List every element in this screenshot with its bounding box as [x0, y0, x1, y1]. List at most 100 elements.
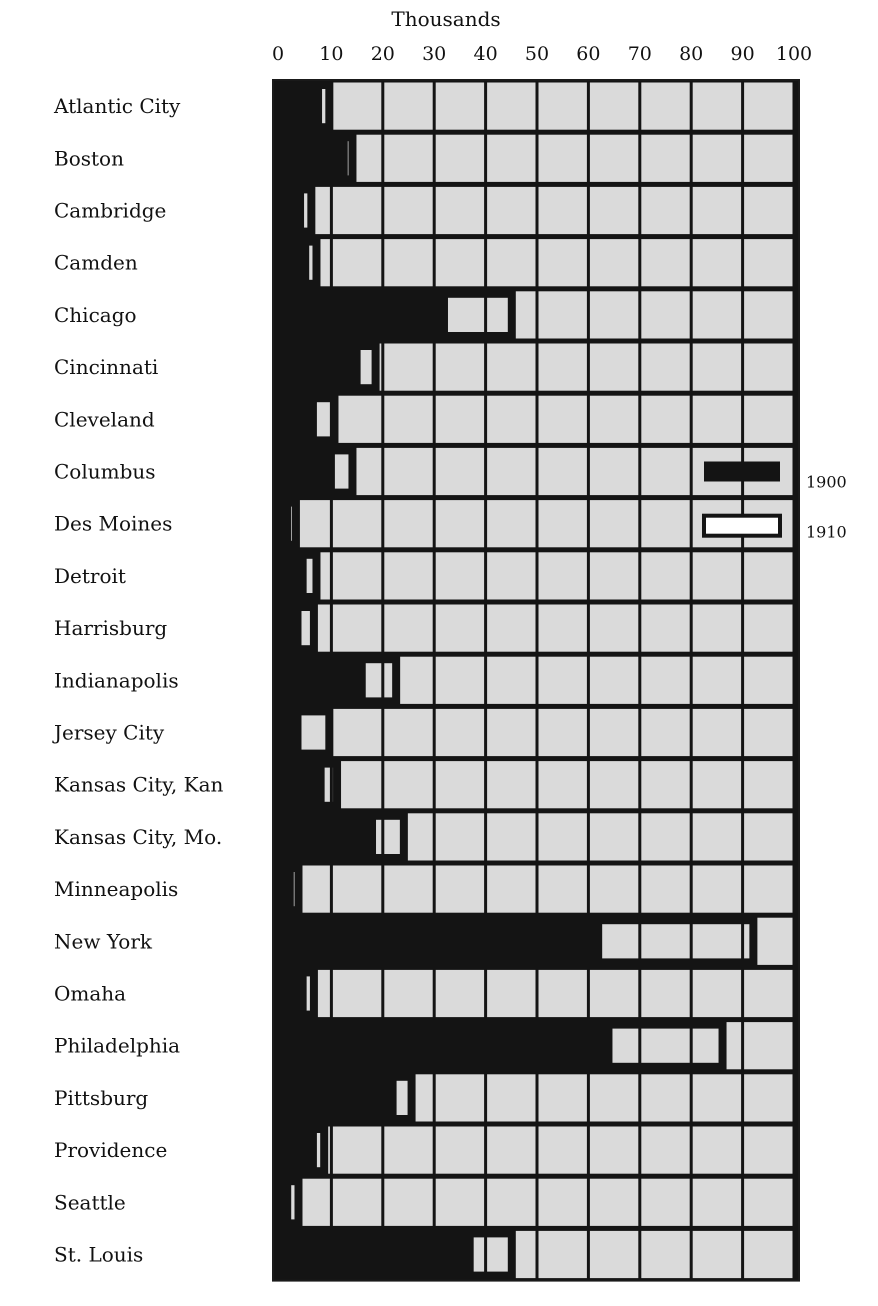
- bar-1900: [273, 134, 344, 182]
- grid-cell: [641, 813, 690, 861]
- x-tick-label: 10: [319, 43, 343, 65]
- bar-1900: [273, 343, 357, 391]
- grid-cell: [641, 134, 690, 182]
- grid-cell: [692, 1178, 742, 1226]
- bar-1910: [360, 350, 372, 385]
- bar-1900: [273, 1178, 288, 1226]
- grid-cell: [320, 552, 330, 600]
- grid-cell: [435, 865, 485, 913]
- bar-1900: [273, 186, 301, 234]
- grid-cell: [589, 343, 639, 391]
- grid-cell: [356, 134, 382, 182]
- bar-1900: [273, 447, 331, 495]
- bar-1910: [744, 924, 750, 959]
- grid-cell: [744, 656, 793, 704]
- grid-cell: [384, 552, 433, 600]
- city-label: Atlantic City: [53, 94, 181, 118]
- bar-1910: [447, 297, 485, 332]
- bar-1910: [301, 611, 310, 646]
- grid-cell: [332, 1126, 382, 1174]
- grid-cell: [692, 1230, 742, 1279]
- bar-1900: [273, 500, 288, 548]
- city-label: Cleveland: [54, 407, 155, 431]
- bar-1910: [641, 1028, 690, 1063]
- bar-1910: [322, 89, 326, 124]
- city-label: Indianapolis: [54, 668, 179, 692]
- city-label: Jersey City: [52, 721, 165, 745]
- grid-cell: [641, 343, 690, 391]
- grid-cell: [538, 395, 587, 443]
- city-label: New York: [54, 929, 153, 953]
- bar-1900: [273, 917, 599, 965]
- grid-cell: [332, 604, 382, 652]
- grid-cell: [692, 969, 742, 1018]
- grid-cell: [641, 708, 690, 757]
- grid-cell: [538, 969, 587, 1018]
- grid-cell: [538, 761, 587, 809]
- grid-cell: [538, 1074, 587, 1122]
- grid-cell: [641, 552, 690, 600]
- grid-cell: [744, 395, 793, 443]
- bar-1910: [384, 819, 400, 854]
- bar-1900: [273, 291, 444, 339]
- grid-cell: [487, 969, 536, 1018]
- grid-cell: [641, 186, 690, 235]
- grid-cell: [726, 1022, 742, 1070]
- bar-1900: [273, 761, 321, 809]
- grid-cell: [332, 1178, 382, 1226]
- grid-cell: [744, 604, 793, 652]
- grid-cell: [538, 343, 587, 391]
- grid-cell: [589, 813, 639, 861]
- grid-cell: [538, 82, 587, 130]
- city-label: Philadelphia: [54, 1034, 180, 1058]
- grid-cell: [435, 708, 485, 757]
- grid-cell: [302, 865, 330, 913]
- chart-title: Thousands: [391, 7, 500, 31]
- grid-cell: [302, 1178, 330, 1226]
- x-tick-label: 100: [776, 43, 812, 65]
- grid-cell: [384, 604, 433, 652]
- grid-cell: [487, 656, 536, 704]
- grid-cell: [744, 186, 793, 235]
- grid-cell: [744, 969, 793, 1018]
- grid-cell: [744, 1022, 793, 1070]
- grid-cell: [317, 969, 330, 1018]
- grid-cell: [328, 1126, 330, 1174]
- grid-cell: [515, 1230, 536, 1279]
- grid-cell: [692, 1126, 742, 1174]
- grid-cell: [744, 813, 793, 861]
- grid-cell: [692, 395, 742, 443]
- grid-cell: [487, 447, 536, 496]
- grid-cell: [641, 604, 690, 652]
- grid-cell: [692, 186, 742, 235]
- grid-cell: [487, 500, 536, 548]
- grid-cell: [435, 395, 485, 443]
- grid-cell: [589, 291, 639, 339]
- legend-label-1900: 1900: [806, 473, 847, 492]
- grid-cell: [589, 1074, 639, 1122]
- city-label: Columbus: [54, 460, 156, 484]
- grid-cell: [435, 1074, 485, 1122]
- grid-cell: [538, 813, 587, 861]
- grid-cell: [435, 761, 485, 809]
- grid-cell: [317, 604, 330, 652]
- city-label: Omaha: [54, 982, 126, 1006]
- grid-cell: [744, 1230, 793, 1279]
- grid-cell: [692, 134, 742, 182]
- city-label: Cambridge: [54, 199, 166, 223]
- bar-1910: [301, 715, 326, 750]
- grid-cell: [332, 186, 382, 235]
- grid-cell: [299, 500, 330, 548]
- x-tick-labels: 0 10 20 30 40 50 60 70 80 90 100: [272, 43, 812, 65]
- grid-cell: [384, 1126, 433, 1174]
- city-label: Detroit: [54, 564, 126, 588]
- bar-1910: [602, 924, 639, 959]
- bar-1910: [347, 141, 349, 176]
- grid-cell: [538, 239, 587, 287]
- city-label: Minneapolis: [54, 877, 178, 901]
- bar-1910: [365, 663, 382, 698]
- grid-cell: [589, 1230, 639, 1279]
- grid-cell: [744, 343, 793, 391]
- bar-1910: [641, 924, 690, 959]
- grid-cell: [692, 239, 742, 287]
